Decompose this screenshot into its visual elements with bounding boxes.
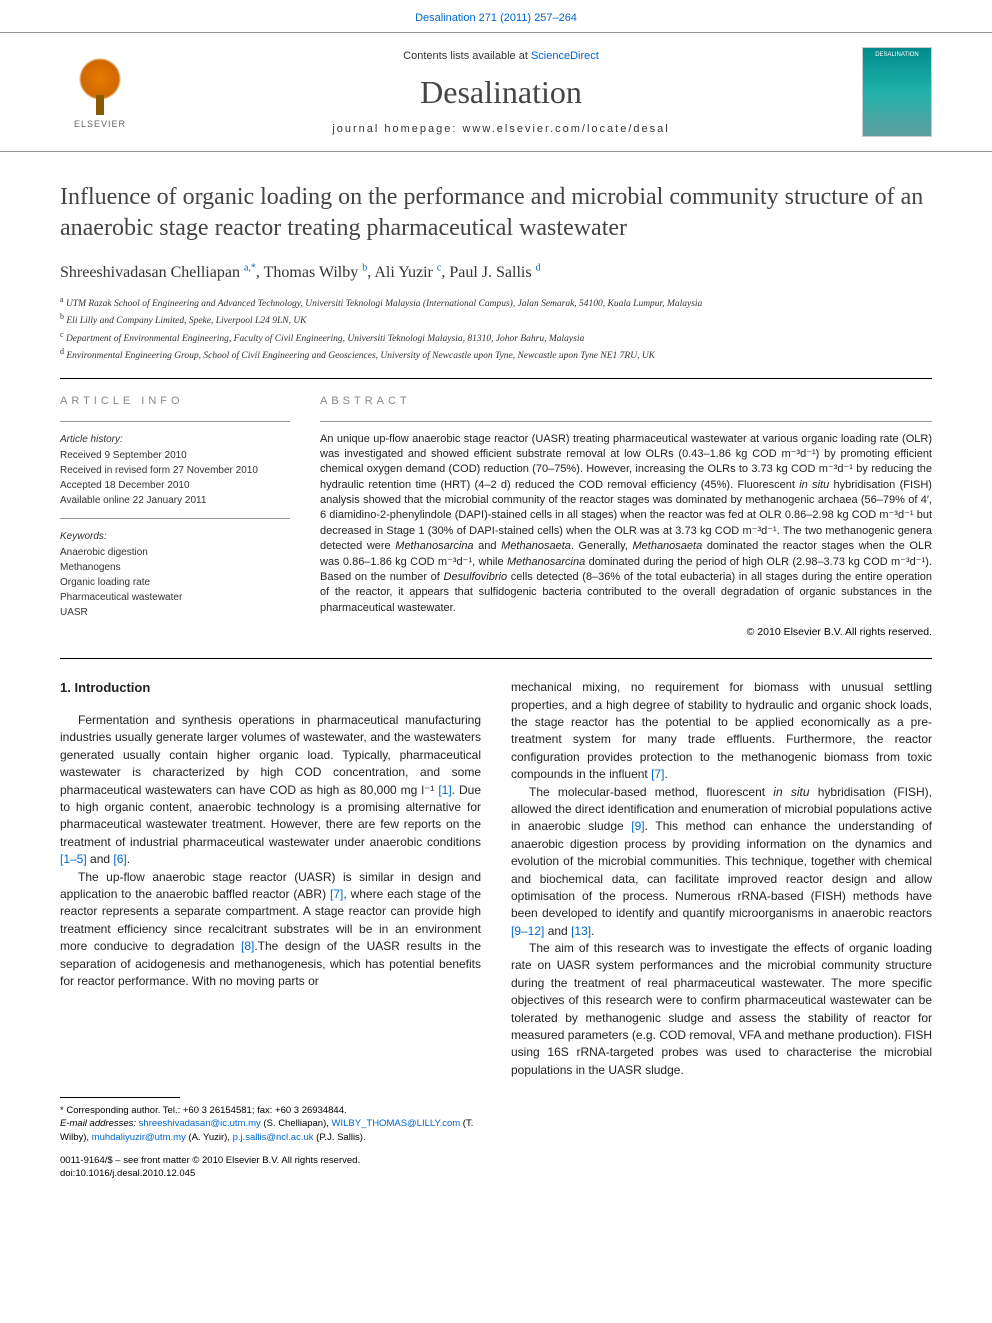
affiliation: a UTM Razak School of Engineering and Ad… — [60, 294, 932, 311]
email-link[interactable]: WILBY_THOMAS@LILLY.com — [332, 1118, 461, 1129]
abstract-label: ABSTRACT — [320, 395, 932, 407]
keyword: Methanogens — [60, 560, 290, 575]
history-line: Accepted 18 December 2010 — [60, 478, 290, 493]
keywords: Keywords: Anaerobic digestion Methanogen… — [60, 529, 290, 620]
history-head: Article history: — [60, 432, 290, 447]
affiliation: d Environmental Engineering Group, Schoo… — [60, 346, 932, 363]
citation-ref[interactable]: [9] — [631, 819, 644, 833]
info-abstract-row: ARTICLE INFO Article history: Received 9… — [0, 379, 992, 659]
body-para: The molecular-based method, fluorescent … — [511, 784, 932, 941]
history-line: Received in revised form 27 November 201… — [60, 463, 290, 478]
body-para: mechanical mixing, no requirement for bi… — [511, 679, 932, 783]
body-para: Fermentation and synthesis operations in… — [60, 712, 481, 869]
keyword: Anaerobic digestion — [60, 545, 290, 560]
affiliations: a UTM Razak School of Engineering and Ad… — [0, 290, 992, 378]
column-left: 1. Introduction Fermentation and synthes… — [60, 679, 481, 1079]
keyword: Organic loading rate — [60, 575, 290, 590]
body-columns: 1. Introduction Fermentation and synthes… — [0, 659, 992, 1089]
email-link[interactable]: p.j.sallis@ncl.ac.uk — [233, 1132, 314, 1143]
citation-ref[interactable]: [9–12] — [511, 924, 544, 938]
info-rule — [60, 421, 290, 422]
citation-ref[interactable]: [13] — [571, 924, 591, 938]
author: Paul J. Sallis d — [449, 264, 540, 281]
journal-homepage: journal homepage: www.elsevier.com/locat… — [140, 123, 862, 135]
history-line: Received 9 September 2010 — [60, 448, 290, 463]
doi-line: doi:10.1016/j.desal.2010.12.045 — [60, 1167, 481, 1180]
elsevier-label: ELSEVIER — [74, 119, 126, 129]
journal-banner: ELSEVIER Contents lists available at Sci… — [0, 32, 992, 152]
sciencedirect-link[interactable]: ScienceDirect — [531, 50, 599, 62]
journal-name: Desalination — [140, 74, 862, 111]
citation-link[interactable]: Desalination 271 (2011) 257–264 — [0, 0, 992, 32]
citation-ref[interactable]: [1] — [438, 783, 451, 797]
keyword: Pharmaceutical wastewater — [60, 590, 290, 605]
info-rule — [60, 518, 290, 519]
contents-prefix: Contents lists available at — [403, 50, 531, 62]
author: Shreeshivadasan Chelliapan a,* — [60, 264, 256, 281]
body-para: The aim of this research was to investig… — [511, 940, 932, 1079]
article-title: Influence of organic loading on the perf… — [0, 152, 992, 254]
author: Thomas Wilby b — [264, 264, 368, 281]
citation-ref[interactable]: [1–5] — [60, 852, 87, 866]
contents-line: Contents lists available at ScienceDirec… — [140, 50, 862, 62]
elsevier-tree-icon — [70, 55, 130, 115]
email-link[interactable]: shreeshivadasan@ic.utm.my — [139, 1118, 261, 1129]
emails-label: E-mail addresses: — [60, 1118, 136, 1129]
author: Ali Yuzir c — [374, 264, 441, 281]
keywords-head: Keywords: — [60, 529, 290, 544]
article-info-label: ARTICLE INFO — [60, 395, 290, 407]
citation-ref[interactable]: [6] — [113, 852, 126, 866]
footnote-right — [511, 1097, 932, 1180]
abstract-rule — [320, 421, 932, 422]
citation-ref[interactable]: [7] — [651, 767, 664, 781]
citation-ref[interactable]: [7] — [330, 887, 343, 901]
affiliation: b Eli Lilly and Company Limited, Speke, … — [60, 311, 932, 328]
article-history: Article history: Received 9 September 20… — [60, 432, 290, 508]
abstract-copyright: © 2010 Elsevier B.V. All rights reserved… — [320, 626, 932, 638]
abstract-text: An unique up-flow anaerobic stage reacto… — [320, 432, 932, 617]
emails: E-mail addresses: shreeshivadasan@ic.utm… — [60, 1117, 481, 1144]
banner-center: Contents lists available at ScienceDirec… — [140, 50, 862, 135]
elsevier-logo: ELSEVIER — [60, 55, 140, 129]
history-line: Available online 22 January 2011 — [60, 493, 290, 508]
journal-cover-thumb: DESALINATION — [862, 47, 932, 137]
article-info: ARTICLE INFO Article history: Received 9… — [60, 395, 290, 639]
issn-line: 0011-9164/$ – see front matter © 2010 El… — [60, 1154, 481, 1167]
keyword: UASR — [60, 605, 290, 620]
column-right: mechanical mixing, no requirement for bi… — [511, 679, 932, 1079]
affiliation: c Department of Environmental Engineerin… — [60, 329, 932, 346]
cover-label: DESALINATION — [863, 52, 931, 58]
citation-ref[interactable]: [8] — [241, 939, 254, 953]
corresponding-author: * Corresponding author. Tel.: +60 3 2615… — [60, 1104, 481, 1117]
section-heading: 1. Introduction — [60, 679, 481, 698]
authors-line: Shreeshivadasan Chelliapan a,*, Thomas W… — [0, 254, 992, 289]
email-link[interactable]: muhdaliyuzir@utm.my — [92, 1132, 186, 1143]
footnote-rule — [60, 1097, 180, 1098]
footnote-left: * Corresponding author. Tel.: +60 3 2615… — [60, 1097, 481, 1180]
body-para: The up-flow anaerobic stage reactor (UAS… — [60, 869, 481, 991]
abstract: ABSTRACT An unique up-flow anaerobic sta… — [320, 395, 932, 639]
footnotes: * Corresponding author. Tel.: +60 3 2615… — [0, 1089, 992, 1196]
